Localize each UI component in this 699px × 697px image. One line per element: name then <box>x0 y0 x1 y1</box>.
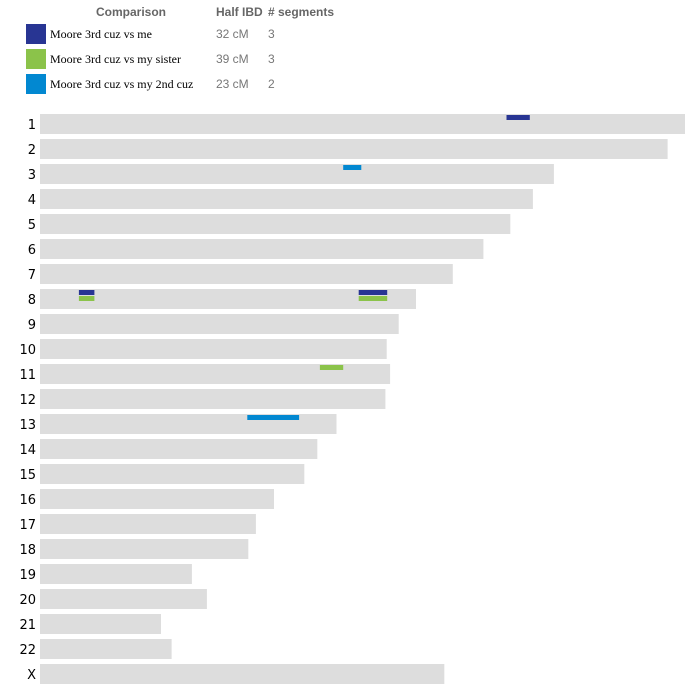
ibd-segment[interactable] <box>319 365 344 370</box>
legend-swatch <box>26 49 46 69</box>
chromosome-row: 2 <box>28 139 668 159</box>
chromosome-row: 21 <box>19 614 161 634</box>
chromosome-label: 22 <box>19 643 36 658</box>
legend-label: Moore 3rd cuz vs my 2nd cuz <box>50 77 194 91</box>
legend-swatch <box>26 24 46 44</box>
chromosome-row: 6 <box>28 239 484 259</box>
chromosome-row: 10 <box>19 339 387 359</box>
chromosome-label: 18 <box>19 543 36 558</box>
chromosome-label: 10 <box>19 343 36 358</box>
chromosome-label: 21 <box>19 618 36 633</box>
chromosome-bar <box>40 514 256 534</box>
chromosome-label: 7 <box>28 268 36 283</box>
chromosome-row: 17 <box>19 514 256 534</box>
chromosome-label: X <box>27 668 36 683</box>
chromosome-row: 19 <box>19 564 192 584</box>
chromosome-bar <box>40 564 192 584</box>
ibd-segment[interactable] <box>78 296 95 301</box>
chromosome-label: 14 <box>19 443 36 458</box>
legend-swatch <box>26 74 46 94</box>
chromosome-bar <box>40 489 274 509</box>
chromosome-row: 11 <box>19 364 391 384</box>
chromosome-row: 7 <box>28 264 453 284</box>
chromosome-row: X <box>27 664 445 684</box>
chromosome-bar <box>40 114 685 134</box>
chromosome-row: 5 <box>28 214 511 234</box>
chromosome-label: 13 <box>19 418 36 433</box>
chromosome-label: 1 <box>28 118 36 133</box>
legend-entry[interactable]: Moore 3rd cuz vs my 2nd cuz 23 cM 2 <box>0 74 699 96</box>
chromosome-bar <box>40 464 305 484</box>
legend-label: Moore 3rd cuz vs my sister <box>50 52 181 66</box>
legend-segment-count: 3 <box>268 52 275 66</box>
chromosome-label: 19 <box>19 568 36 583</box>
legend-label: Moore 3rd cuz vs me <box>50 27 152 41</box>
legend-segment-count: 3 <box>268 27 275 41</box>
chromosome-row: 15 <box>19 464 305 484</box>
chromosome-bar <box>40 364 391 384</box>
chromosome-label: 8 <box>28 293 36 308</box>
chromosome-bar <box>40 614 161 634</box>
chromosome-label: 15 <box>19 468 36 483</box>
chromosome-label: 12 <box>19 393 36 408</box>
chromosome-bar <box>40 389 386 409</box>
chromosome-label: 11 <box>19 368 36 383</box>
chromosome-row: 14 <box>19 439 318 459</box>
legend-half-ibd: 23 cM <box>216 77 249 91</box>
chromosome-label: 20 <box>19 593 36 608</box>
chromosome-label: 9 <box>28 318 36 333</box>
chromosome-row: 3 <box>28 164 554 184</box>
chromosome-bar <box>40 664 445 684</box>
chromosome-label: 17 <box>19 518 36 533</box>
legend-header-segments: # segments <box>268 5 335 19</box>
legend-segment-count: 2 <box>268 77 275 91</box>
chromosome-bar <box>40 339 387 359</box>
chromosome-label: 5 <box>28 218 36 233</box>
ibd-segment[interactable] <box>78 290 95 295</box>
chromosome-row: 16 <box>19 489 274 509</box>
chromosome-bar <box>40 539 249 559</box>
ibd-segment[interactable] <box>247 415 300 420</box>
chromosome-label: 6 <box>28 243 36 258</box>
chromosome-bar <box>40 289 416 309</box>
chromosome-label: 16 <box>19 493 36 508</box>
legend-entry[interactable]: Moore 3rd cuz vs my sister 39 cM 3 <box>0 49 699 71</box>
legend-half-ibd: 32 cM <box>216 27 249 41</box>
ibd-segment[interactable] <box>358 290 388 295</box>
legend-header-half-ibd: Half IBD <box>216 5 263 19</box>
chromosome-label: 2 <box>28 143 36 158</box>
chromosome-label: 3 <box>28 168 36 183</box>
chromosome-row: 20 <box>19 589 207 609</box>
chromosome-bar <box>40 314 399 334</box>
chromosome-bar <box>40 589 207 609</box>
chromosome-row: 18 <box>19 539 249 559</box>
legend: Comparison Half IBD # segments Moore 3rd… <box>0 0 699 100</box>
chromosome-row: 8 <box>28 289 416 309</box>
chromosome-row: 22 <box>19 639 172 659</box>
chromosome-bar <box>40 139 668 159</box>
chromosome-bar <box>40 164 554 184</box>
ibd-segment[interactable] <box>343 165 362 170</box>
legend-half-ibd: 39 cM <box>216 52 249 66</box>
chromosome-bar <box>40 439 318 459</box>
legend-entry[interactable]: Moore 3rd cuz vs me 32 cM 3 <box>0 24 699 46</box>
chromosome-bar <box>40 639 172 659</box>
legend-header-comparison: Comparison <box>96 5 167 19</box>
chromosome-row: 4 <box>28 189 533 209</box>
ibd-segment[interactable] <box>506 115 530 120</box>
chromosome-bar <box>40 239 484 259</box>
chromosome-row: 9 <box>28 314 399 334</box>
chromosome-bar <box>40 264 453 284</box>
chromosome-row: 12 <box>19 389 386 409</box>
chromosome-bar <box>40 214 511 234</box>
chromosome-label: 4 <box>28 193 36 208</box>
chromosome-bar <box>40 189 533 209</box>
ibd-segment[interactable] <box>358 296 388 301</box>
chromosome-row: 1 <box>28 114 685 134</box>
